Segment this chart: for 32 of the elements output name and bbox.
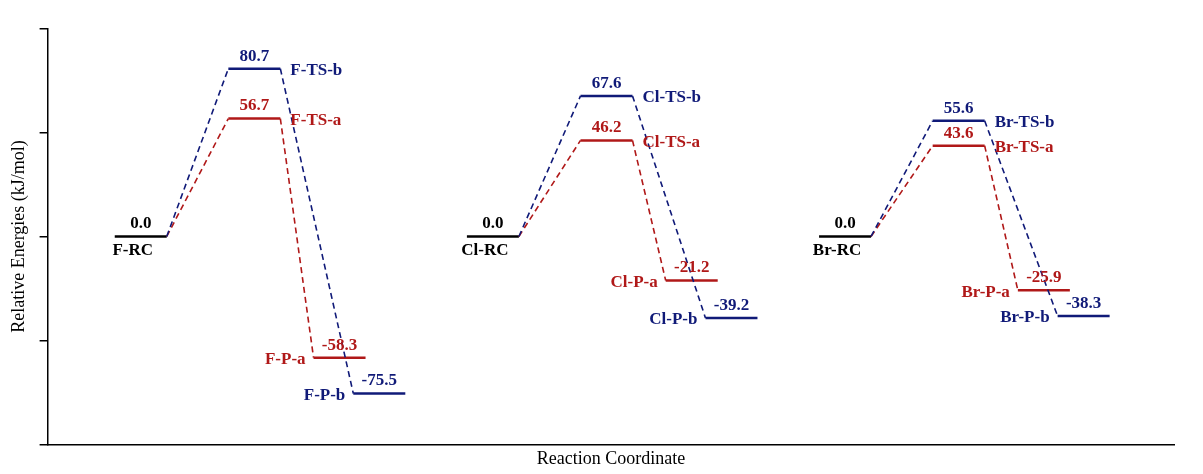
- data-label: -38.3: [1065, 292, 1102, 312]
- category-label: F-RC: [112, 240, 154, 260]
- category-label: Br-RC: [812, 240, 862, 260]
- category-label: Cl-TS-a: [642, 131, 701, 151]
- category-label: F-TS-a: [290, 109, 342, 129]
- data-label: 80.7: [239, 45, 270, 65]
- category-label: Br-TS-a: [994, 137, 1055, 157]
- category-label: Br-TS-b: [994, 112, 1055, 132]
- text: Relative Energies (kJ/mol): [7, 140, 29, 333]
- data-label: 0.0: [130, 213, 152, 233]
- data-label: -58.3: [321, 334, 358, 354]
- data-label: 46.2: [591, 117, 622, 137]
- data-label: 43.6: [943, 122, 974, 142]
- category-label: Cl-P-a: [610, 271, 659, 291]
- data-label: -75.5: [361, 370, 398, 390]
- data-label: -39.2: [713, 294, 750, 314]
- category-label: F-P-a: [264, 349, 307, 369]
- text: Reaction Coordinate: [536, 447, 686, 468]
- data-label: 0.0: [834, 213, 856, 233]
- data-label: 55.6: [943, 97, 974, 117]
- data-label: -25.9: [1026, 267, 1062, 287]
- category-label: F-TS-b: [290, 60, 343, 80]
- category-label: Cl-P-b: [649, 309, 698, 329]
- category-label: Br-P-b: [1000, 307, 1050, 327]
- category-label: F-P-b: [303, 384, 346, 404]
- data-label: -21.2: [673, 257, 710, 277]
- category-label: Cl-TS-b: [642, 87, 702, 107]
- category-label: Br-P-a: [961, 281, 1011, 301]
- data-label: 56.7: [239, 95, 270, 115]
- category-label: Cl-RC: [461, 240, 509, 260]
- data-label: 67.6: [591, 72, 622, 92]
- data-label: 0.0: [482, 213, 504, 233]
